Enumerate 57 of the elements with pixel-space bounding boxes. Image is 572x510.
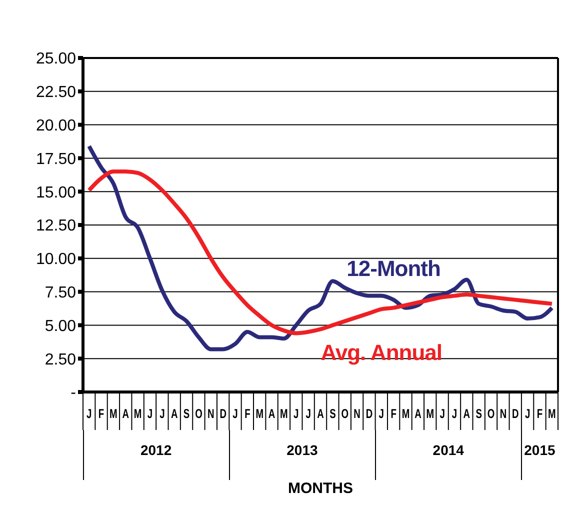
x-tick-label: O [487, 408, 495, 422]
x-axis-title: MONTHS [287, 480, 354, 497]
x-tick-label: A [170, 408, 178, 422]
x-tick-label: N [208, 408, 214, 422]
x-tick-label: O [195, 408, 202, 422]
x-tick-label: F [536, 408, 543, 422]
x-tick-label: J [306, 408, 311, 422]
y-tick-label: 12.50 [36, 218, 76, 235]
line-series [87, 170, 554, 336]
x-tick-label: S [476, 408, 482, 422]
y-tick-label: 15.00 [36, 184, 76, 202]
series-label: 12-Month [346, 256, 440, 282]
text: 2014 [432, 442, 465, 458]
x-tick-label: J [160, 408, 165, 422]
x-tick-label: N [500, 408, 507, 422]
x-tick-label: D [366, 408, 373, 422]
x-tick-label: J [294, 408, 299, 422]
y-tick-label: 7.50 [44, 284, 76, 302]
x-tick-label: D [512, 408, 519, 422]
x-tick-label: M [110, 408, 118, 422]
x-tick-label: J [524, 408, 530, 422]
x-tick-label: A [268, 408, 276, 422]
x-tick-label: M [402, 408, 410, 422]
x-tick-label: O [341, 408, 349, 422]
y-tick-label: 17.50 [36, 150, 76, 168]
x-tick-label: A [317, 408, 324, 422]
x-tick-label: A [463, 408, 470, 422]
x-tick-label: J [86, 408, 92, 422]
x-tick-label: M [426, 408, 434, 422]
y-tick-label: 10.00 [36, 251, 76, 268]
x-tick-label: M [134, 408, 142, 422]
x-tick-label: J [378, 408, 384, 422]
x-tick-label: F [390, 408, 396, 422]
x-tick-label: A [122, 408, 130, 422]
x-tick-label: D [220, 408, 226, 422]
x-tick-label: M [280, 408, 288, 422]
x-tick-label: M [548, 408, 556, 422]
y-tick-label: - [70, 384, 76, 402]
y-tick-label: 25.00 [36, 50, 76, 68]
x-tick-label: J [452, 408, 458, 422]
text: 2012 [139, 442, 173, 458]
y-tick-label: 20.00 [36, 117, 76, 134]
x-tick-label: M [256, 408, 264, 422]
text: 2015 [523, 442, 556, 458]
x-tick-label: N [354, 408, 360, 422]
x-tick-label: S [183, 408, 190, 422]
x-tick-label: F [98, 408, 104, 422]
x-tick-label: J [440, 408, 445, 422]
y-tick-label: 5.00 [44, 318, 76, 335]
x-tick-label: S [330, 408, 336, 422]
x-tick-label: J [147, 408, 153, 422]
y-tick-label: 2.50 [44, 351, 76, 368]
y-tick-label: 22.50 [36, 84, 76, 102]
x-tick-label: F [244, 408, 250, 422]
x-tick-label: A [414, 408, 422, 422]
text: 2013 [286, 442, 319, 458]
x-tick-label: J [232, 408, 238, 422]
